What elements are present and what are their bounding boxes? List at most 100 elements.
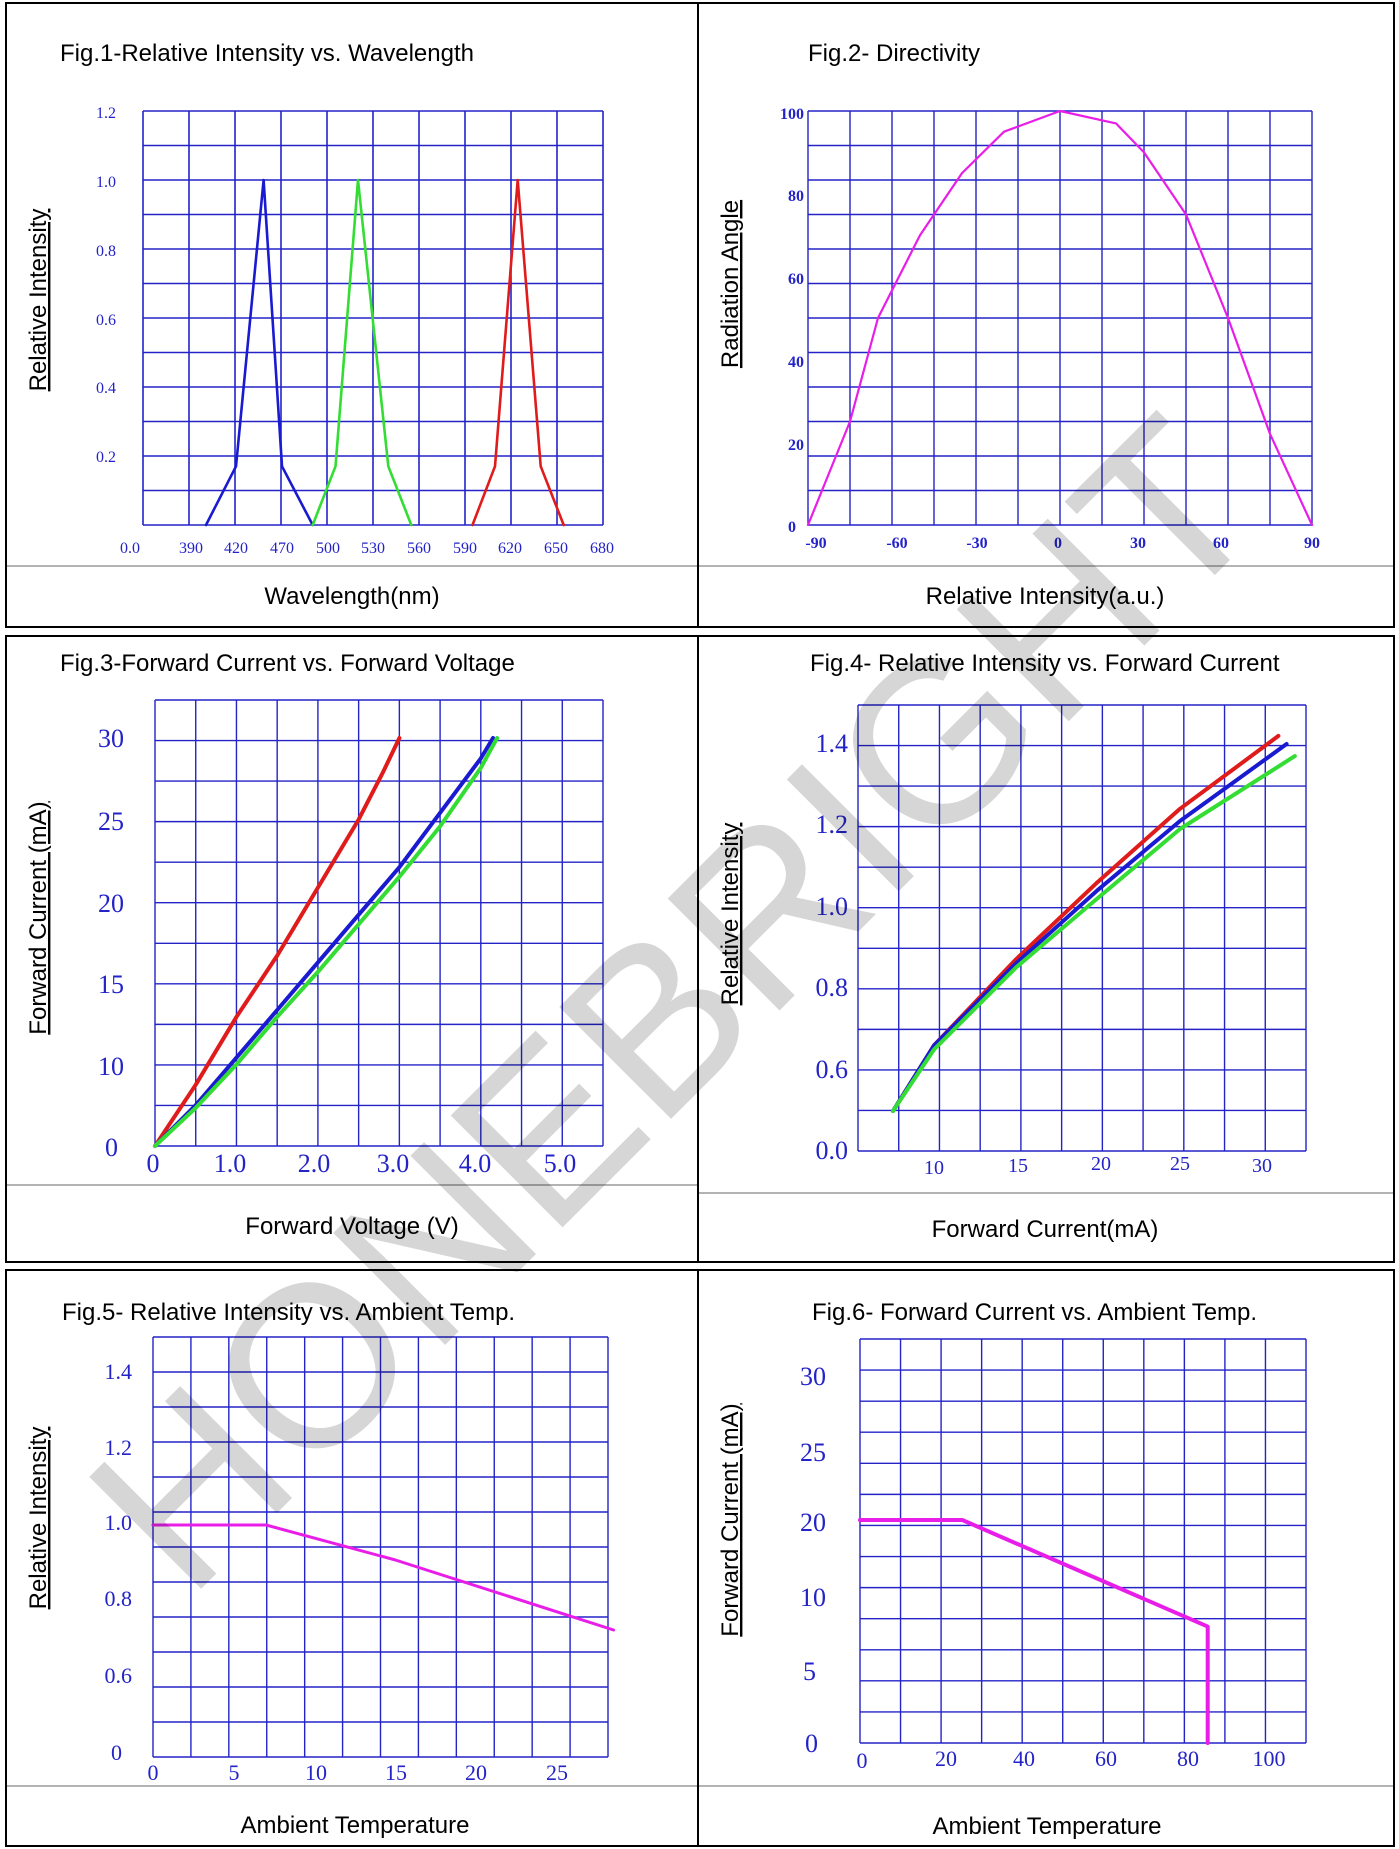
fig3-y-axis-label: Forward Current (mA) — [25, 801, 52, 1034]
fig3-series — [153, 736, 500, 1148]
fig3-x-tick: 2.0 — [298, 1149, 331, 1178]
panel-fig5: Fig.5- Relative Intensity vs. Ambient Te… — [25, 1299, 616, 1839]
fig1-x-tick: 560 — [407, 540, 431, 557]
panel-fig2: Fig.2- Directivity Radiation Angle Relat… — [717, 40, 1320, 610]
fig4-x-tick-labels: 10 15 20 25 30 — [924, 1153, 1272, 1179]
fig2-title: Fig.2- Directivity — [808, 40, 980, 67]
series-line-red — [471, 178, 566, 527]
fig4-y-tick: 1.0 — [816, 892, 849, 921]
fig4-y-tick-labels: 1.4 1.2 1.0 0.8 0.6 0.0 — [816, 729, 849, 1165]
fig4-x-tick: 30 — [1252, 1155, 1272, 1177]
fig3-x-tick: 1.0 — [214, 1149, 247, 1178]
fig4-x-tick: 15 — [1008, 1155, 1028, 1177]
fig5-y-axis-label: Relative Intensity — [25, 1427, 52, 1610]
frame — [5, 2, 1395, 1847]
fig2-x-tick: 0 — [1054, 535, 1062, 552]
caption-dividers — [7, 565, 1393, 1787]
fig2-y-axis-label: Radiation Angle — [717, 200, 744, 368]
fig6-x-tick: 100 — [1253, 1746, 1286, 1771]
fig2-x-tick: -90 — [805, 535, 826, 552]
fig4-title: Fig.4- Relative Intensity vs. Forward Cu… — [810, 650, 1280, 677]
series-line-magenta — [806, 109, 1314, 527]
fig5-y-tick: 1.0 — [105, 1510, 133, 1535]
fig3-y-tick-labels: 30 25 20 15 10 0 — [98, 724, 124, 1162]
fig2-x-axis-label: Relative Intensity(a.u.) — [926, 583, 1165, 610]
fig5-x-tick-labels: 0 5 10 15 20 25 — [148, 1760, 569, 1785]
fig1-x-tick-labels: 0.0 390 420 470 500 530 560 590 620 650 … — [120, 540, 614, 557]
fig4-y-axis-label: Relative Intensity — [717, 823, 744, 1006]
fig4-y-tick: 1.2 — [816, 810, 849, 839]
fig4-y-tick: 0.0 — [816, 1136, 849, 1165]
fig6-y-tick-labels: 30 25 20 10 5 0 — [800, 1362, 826, 1758]
fig1-x-tick: 0.0 — [120, 540, 140, 557]
fig1-y-tick: 1.2 — [96, 105, 116, 122]
fig1-x-tick: 680 — [590, 540, 614, 557]
fig4-x-tick: 20 — [1091, 1153, 1111, 1175]
fig3-x-tick: 4.0 — [459, 1149, 492, 1178]
fig3-y-tick: 15 — [98, 970, 124, 999]
fig1-x-tick: 420 — [224, 540, 248, 557]
fig1-x-tick: 650 — [544, 540, 568, 557]
fig6-y-tick: 20 — [800, 1508, 826, 1537]
fig5-y-tick: 0.6 — [105, 1663, 133, 1688]
fig4-series — [891, 733, 1297, 1113]
fig5-y-tick: 0 — [111, 1740, 122, 1765]
series-line-blue — [204, 178, 315, 527]
fig6-title: Fig.6- Forward Current vs. Ambient Temp. — [812, 1299, 1257, 1326]
fig1-y-tick: 0.2 — [96, 449, 116, 466]
fig3-y-tick: 20 — [98, 889, 124, 918]
fig2-x-tick: -30 — [966, 535, 987, 552]
series-line-magenta — [858, 1518, 1210, 1745]
fig4-x-axis-label: Forward Current(mA) — [932, 1216, 1159, 1243]
fig3-x-tick: 3.0 — [377, 1149, 410, 1178]
fig1-y-tick: 1.0 — [96, 174, 116, 191]
fig3-x-axis-label: Forward Voltage (V) — [245, 1213, 458, 1240]
fig4-y-tick: 0.6 — [816, 1055, 849, 1084]
fig6-x-tick-labels: 0 20 40 60 80 100 — [857, 1746, 1286, 1773]
fig6-y-tick: 0 — [805, 1729, 818, 1758]
fig2-y-tick: 40 — [788, 354, 804, 371]
series-line-green — [891, 754, 1297, 1113]
fig2-y-tick: 20 — [788, 437, 804, 454]
fig6-x-tick: 80 — [1177, 1746, 1199, 1771]
fig2-x-tick: 90 — [1304, 535, 1320, 552]
fig5-x-tick: 10 — [305, 1760, 327, 1785]
fig5-series — [151, 1523, 616, 1632]
fig4-grid — [857, 704, 1307, 1152]
series-line-blue — [153, 736, 495, 1148]
fig2-y-tick: 60 — [788, 271, 804, 288]
fig2-grid — [807, 110, 1313, 526]
fig1-x-tick: 620 — [498, 540, 522, 557]
fig5-x-tick: 20 — [465, 1760, 487, 1785]
fig1-y-tick: 0.4 — [96, 380, 116, 397]
fig1-x-tick: 470 — [270, 540, 294, 557]
fig6-x-tick: 40 — [1013, 1746, 1035, 1771]
fig2-x-tick: -60 — [886, 535, 907, 552]
fig5-y-tick-labels: 1.4 1.2 1.0 0.8 0.6 0 — [105, 1359, 133, 1765]
fig6-y-tick: 5 — [803, 1657, 816, 1686]
fig2-y-tick-labels: 100 80 60 40 20 0 — [780, 106, 804, 536]
fig3-y-tick: 30 — [98, 724, 124, 753]
panel-fig6: Fig.6- Forward Current vs. Ambient Temp.… — [717, 1299, 1307, 1840]
fig6-x-tick: 0 — [857, 1748, 868, 1773]
fig1-x-tick: 590 — [453, 540, 477, 557]
watermark: HONEBRIGHT — [41, 371, 1307, 1637]
fig1-y-tick: 0.6 — [96, 312, 116, 329]
fig3-y-tick: 0 — [105, 1133, 118, 1162]
fig6-y-tick: 25 — [800, 1438, 826, 1467]
fig2-x-tick: 60 — [1213, 535, 1229, 552]
fig1-x-tick: 390 — [179, 540, 203, 557]
panel-fig1: Fig.1-Relative Intensity vs. Wavelength … — [25, 40, 614, 610]
fig1-series — [204, 178, 566, 527]
fig1-x-tick: 500 — [316, 540, 340, 557]
fig6-y-axis-label: Forward Current (mA) — [717, 1403, 744, 1636]
fig5-x-axis-label: Ambient Temperature — [240, 1812, 469, 1839]
fig5-x-tick: 15 — [385, 1760, 407, 1785]
fig1-y-tick-labels: 1.2 1.0 0.8 0.6 0.4 0.2 — [96, 105, 116, 466]
fig3-x-tick: 0 — [147, 1149, 160, 1178]
fig1-x-axis-label: Wavelength(nm) — [264, 583, 439, 610]
fig3-y-tick: 10 — [98, 1052, 124, 1081]
fig6-series — [858, 1518, 1210, 1745]
fig3-title: Fig.3-Forward Current vs. Forward Voltag… — [60, 650, 515, 677]
